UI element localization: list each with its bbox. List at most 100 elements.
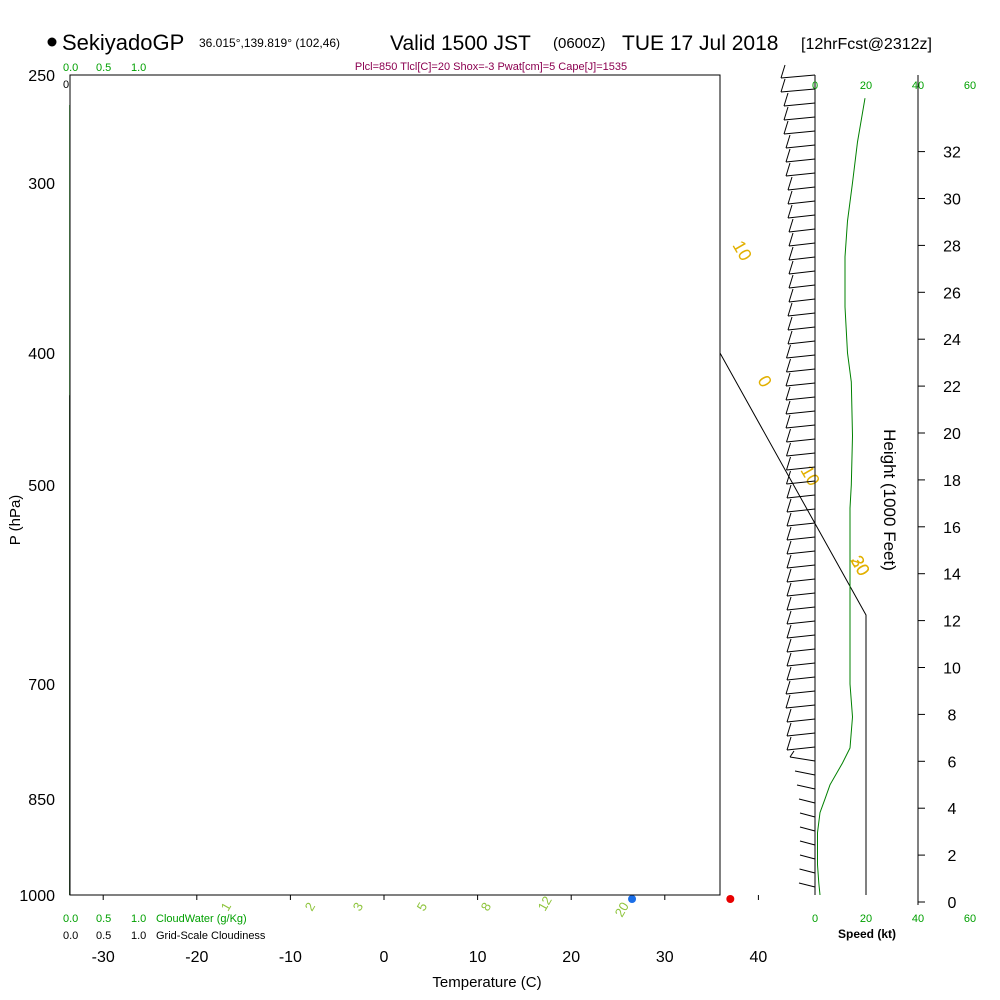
cloudwater-tick-top: 1.0 [131,62,146,74]
mixing-ratio-label: 20 [612,899,632,919]
wind-barb [783,116,816,121]
pressure-tick-label: 1000 [19,888,55,905]
wind-barb [786,620,816,625]
wind-tick-bottom: 60 [964,913,976,925]
wind-barb [788,298,816,303]
wind-barb-flag [788,218,794,233]
station-location: 36.015°,139.819° (102,46) [199,36,340,50]
height-tick-label: 30 [943,192,961,209]
wind-barb [787,340,816,345]
station-name: SekiyadoGP [62,30,184,55]
cloudiness-tick-bottom: 0.5 [96,930,111,942]
height-tick-label: 4 [948,801,957,818]
wind-barb-flag [786,722,792,737]
wind-barb-flag [785,680,791,695]
wind-barb [798,882,816,888]
height-tick-label: 32 [943,145,961,162]
height-tick-label: 28 [943,238,961,255]
wind-barb-flag [786,512,792,527]
pressure-tick-label: 300 [28,176,55,193]
wind-barb [785,410,816,415]
wind-barb-flag [785,400,791,415]
height-tick-label: 16 [943,520,961,537]
height-tick-label: 12 [943,614,961,631]
dry-adiabat-label: 10 [729,237,756,264]
wind-barb-flag [786,568,792,583]
cloudwater-tick-top: 0.0 [63,62,78,74]
x-tick-label: 40 [750,949,768,966]
wind-tick-top: 60 [964,80,976,92]
wind-barb-flag [786,652,792,667]
wind-barb [783,130,816,135]
wind-barb-flag [786,526,792,541]
cloudwater-tick-bottom: 0.0 [63,913,78,925]
wind-barb-flag [786,624,792,639]
wind-barb [786,578,816,583]
wind-barb [786,550,816,555]
wind-barb [785,382,816,387]
wind-barb [788,242,816,247]
wind-barb [785,158,816,163]
wind-barb-flag [786,344,791,359]
wind-barb-flag [786,666,792,681]
wind-barb-flag [786,582,792,597]
cloudwater-label: CloudWater (g/Kg) [156,913,247,925]
wind-barb [785,704,816,709]
wind-barb-flag [786,358,791,373]
valid-date: TUE 17 Jul 2018 [622,32,778,55]
wind-barb-flag [787,190,793,205]
wind-barb-flag [785,148,791,163]
cloudwater-tick-bottom: 0.5 [96,913,111,925]
wind-barb-flag [786,428,791,443]
wind-barb [788,270,816,275]
wind-barb [796,784,816,790]
wind-barb-flag [787,330,793,345]
wind-barb [787,312,816,317]
wind-barb [786,634,816,639]
wind-barb [788,284,816,289]
wind-speed-curve [817,98,866,896]
wind-barb-flag [785,162,791,177]
height-tick-label: 0 [948,895,957,912]
wind-barb-flag [786,484,792,499]
mixing-ratio-label: 5 [414,900,431,914]
x-tick-label: 0 [380,949,389,966]
wind-barb [799,840,816,846]
mixing-ratio-label: 1 [218,900,235,914]
wind-barb-flag [786,498,792,513]
wind-barb-flag [785,694,791,709]
surface-dewpoint-marker [628,895,637,903]
wind-barb [783,102,816,107]
surface-temperature-marker [726,895,735,903]
wind-barb [786,508,816,513]
height-tick-label: 10 [943,661,961,678]
height-tick-label: 18 [943,473,961,490]
mixing-ratio-label: 2 [302,900,319,914]
wind-tick-top: 0 [812,80,818,92]
wind-barb-flag [783,92,789,107]
wind-barb [786,536,816,541]
height-tick-label: 20 [943,426,961,443]
wind-barb [799,854,816,860]
temperature-profile [712,810,720,889]
pressure-tick-label: 500 [28,478,55,495]
wind-barb [786,480,816,485]
cloudiness-tick-bottom: 0.0 [63,930,78,942]
wind-barb-flag [788,288,794,303]
wind-barb [785,690,816,695]
wind-tick-bottom: 0 [812,913,818,925]
wind-barb [786,592,816,597]
forecast-info: [12hrFcst@2312z] [801,36,932,53]
wind-barb [785,396,816,401]
dry-adiabat-label: 30 [847,552,874,579]
wind-barb [786,718,816,723]
wind-barb-flag [786,736,792,751]
wind-barb [787,200,816,205]
x-tick-label: -10 [279,949,302,966]
wind-barb [799,868,816,874]
station-dot-icon [47,37,57,47]
wind-barb-flag [788,274,794,289]
x-axis-title: Temperature (C) [432,974,541,991]
wind-barb [786,606,816,611]
wind-barb [780,88,816,93]
